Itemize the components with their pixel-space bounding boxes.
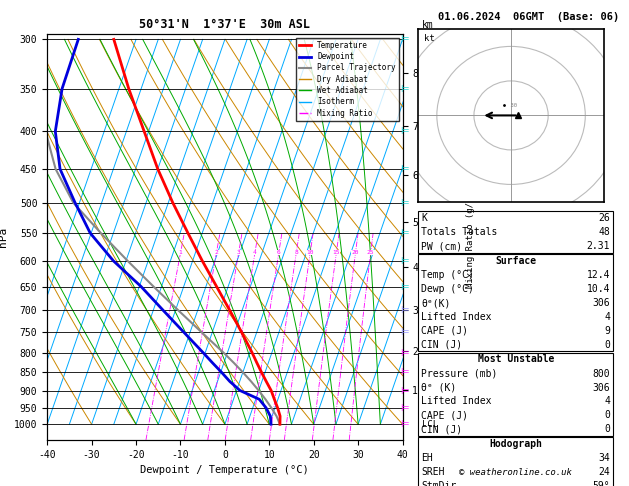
Text: 34: 34 — [598, 453, 610, 463]
Text: K: K — [421, 213, 427, 224]
Text: ⊨: ⊨ — [400, 348, 409, 358]
Text: 2.31: 2.31 — [587, 241, 610, 251]
Text: ⊨: ⊨ — [400, 403, 409, 413]
Text: 48: 48 — [598, 227, 610, 237]
Text: 12.4: 12.4 — [587, 270, 610, 280]
Text: ⊨: ⊨ — [400, 35, 409, 44]
Text: 0: 0 — [604, 340, 610, 349]
Text: ⊨: ⊨ — [400, 126, 409, 137]
Text: Totals Totals: Totals Totals — [421, 227, 498, 237]
Text: Hodograph: Hodograph — [489, 439, 542, 449]
Text: 8: 8 — [294, 250, 298, 255]
Text: 24: 24 — [598, 467, 610, 477]
Text: CAPE (J): CAPE (J) — [421, 326, 469, 336]
Text: EH: EH — [421, 453, 433, 463]
Text: ⊨: ⊨ — [400, 228, 409, 238]
Text: 4: 4 — [253, 250, 257, 255]
Text: Most Unstable: Most Unstable — [477, 354, 554, 364]
Text: 10.4: 10.4 — [587, 284, 610, 294]
Text: 306: 306 — [593, 382, 610, 393]
Title: 50°31'N  1°37'E  30m ASL: 50°31'N 1°37'E 30m ASL — [140, 18, 310, 32]
Text: ⊨: ⊨ — [400, 327, 409, 337]
Text: CAPE (J): CAPE (J) — [421, 410, 469, 420]
Text: 4: 4 — [604, 397, 610, 406]
Legend: Temperature, Dewpoint, Parcel Trajectory, Dry Adiabat, Wet Adiabat, Isotherm, Mi: Temperature, Dewpoint, Parcel Trajectory… — [296, 38, 399, 121]
Text: 59°: 59° — [593, 481, 610, 486]
Text: kt: kt — [424, 35, 435, 43]
Text: Pressure (mb): Pressure (mb) — [421, 369, 498, 379]
Text: © weatheronline.co.uk: © weatheronline.co.uk — [459, 468, 572, 477]
Text: 0: 0 — [604, 424, 610, 434]
Text: CIN (J): CIN (J) — [421, 340, 462, 349]
Text: 15: 15 — [333, 250, 340, 255]
Text: 9: 9 — [604, 326, 610, 336]
Text: θᵉ (K): θᵉ (K) — [421, 382, 457, 393]
Text: 26: 26 — [598, 213, 610, 224]
Text: 30: 30 — [504, 103, 516, 107]
Text: 1: 1 — [179, 250, 182, 255]
Text: Mixing Ratio (g/kg): Mixing Ratio (g/kg) — [465, 186, 475, 288]
Text: 306: 306 — [593, 298, 610, 308]
Text: Dewp (°C): Dewp (°C) — [421, 284, 474, 294]
Text: ⊨: ⊨ — [400, 419, 409, 429]
Text: 6: 6 — [277, 250, 281, 255]
X-axis label: Dewpoint / Temperature (°C): Dewpoint / Temperature (°C) — [140, 465, 309, 475]
Y-axis label: hPa: hPa — [0, 227, 8, 247]
Text: Surface: Surface — [495, 256, 537, 266]
Text: Lifted Index: Lifted Index — [421, 397, 492, 406]
Text: ⊨: ⊨ — [400, 84, 409, 94]
Text: 25: 25 — [367, 250, 374, 255]
Text: θᵉ(K): θᵉ(K) — [421, 298, 451, 308]
Text: Temp (°C): Temp (°C) — [421, 270, 474, 280]
Text: LCL: LCL — [422, 420, 438, 429]
Text: 3: 3 — [237, 250, 240, 255]
Text: 0: 0 — [604, 410, 610, 420]
Text: 800: 800 — [593, 369, 610, 379]
Text: 4: 4 — [604, 312, 610, 322]
Text: ⊨: ⊨ — [400, 198, 409, 208]
Text: km: km — [422, 20, 434, 30]
Text: 20: 20 — [352, 250, 359, 255]
Text: PW (cm): PW (cm) — [421, 241, 462, 251]
Text: ASL: ASL — [422, 44, 440, 54]
Text: ⊨: ⊨ — [400, 281, 409, 292]
Text: Lifted Index: Lifted Index — [421, 312, 492, 322]
Text: ⊨: ⊨ — [400, 256, 409, 266]
Text: ⊨: ⊨ — [400, 367, 409, 377]
Text: ⊨: ⊨ — [400, 164, 409, 174]
Text: 01.06.2024  06GMT  (Base: 06): 01.06.2024 06GMT (Base: 06) — [438, 12, 619, 22]
Text: ⊨: ⊨ — [400, 385, 409, 396]
Text: 10: 10 — [306, 250, 314, 255]
Text: CIN (J): CIN (J) — [421, 424, 462, 434]
Text: ⊨: ⊨ — [400, 305, 409, 315]
Text: StmDir: StmDir — [421, 481, 457, 486]
Text: 2: 2 — [214, 250, 218, 255]
Text: SREH: SREH — [421, 467, 445, 477]
